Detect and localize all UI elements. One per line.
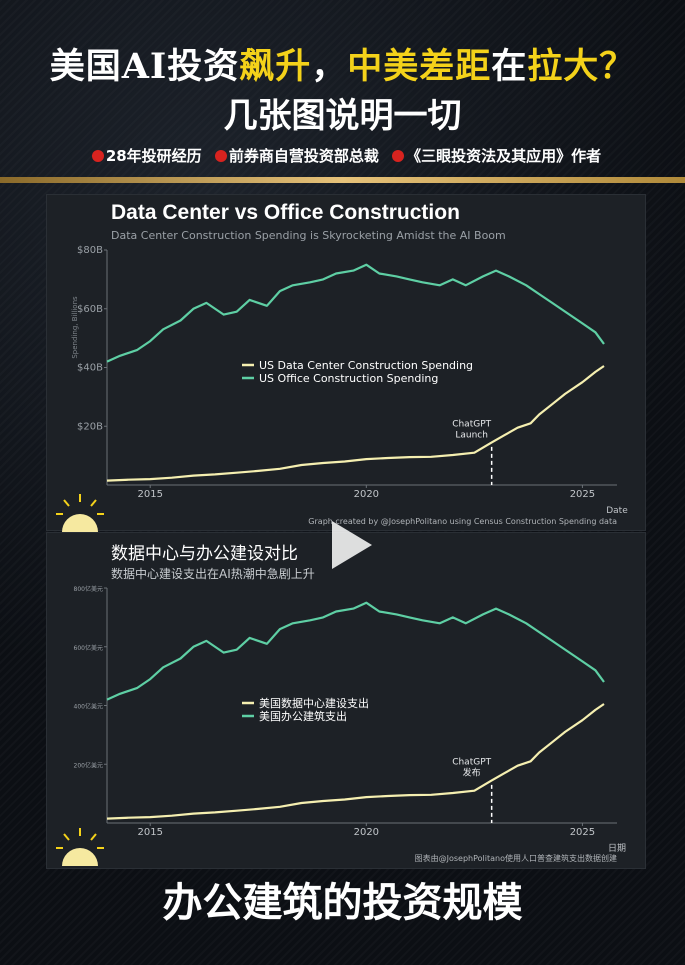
subheadline: 几张图说明一切 [223, 96, 462, 136]
headline-part: 美国AI投资 [49, 46, 240, 87]
chart-title: Data Center vs Office Construction [111, 201, 460, 224]
chart-credit: Graph created by @JosephPolitano using C… [308, 517, 617, 526]
line-chart: $20B $40B $60B $80B 2015 2020 2025 Date Spending… [71, 245, 628, 516]
x-tick-label: 2020 [354, 827, 379, 838]
y-tick-label: $80B [77, 245, 103, 256]
red-dot-icon [392, 150, 405, 162]
y-tick-label: 200亿美元 [74, 761, 103, 769]
tag-experience: 28年投研经历 [105, 147, 202, 165]
tag-book: 《三眼投资法及其应用》作者 [406, 147, 602, 165]
headline-part-highlight: 飙升 [239, 46, 312, 87]
chart-panel-chinese: 数据中心与办公建设对比 数据中心建设支出在AI热潮中急剧上升 200亿美元 400… [46, 532, 646, 869]
headline-part-highlight: 中美差距 [347, 46, 492, 87]
legend-label: US Office Construction Spending [259, 372, 438, 385]
x-axis-label: 日期 [608, 843, 626, 854]
y-axis-label: Spending, Billions [71, 296, 79, 359]
sun-icon [56, 828, 104, 866]
chart-subtitle: Data Center Construction Spending is Sky… [111, 229, 506, 242]
author-tags: 28年投研经历 前券商自营投资部总裁 《三眼投资法及其应用》作者 [0, 145, 685, 166]
annotation-label: ChatGPT [452, 419, 491, 429]
gold-divider [0, 177, 685, 183]
headline-part: 在 [491, 46, 528, 87]
headline-part: ， [311, 46, 348, 87]
y-tick-label: 600亿美元 [74, 644, 103, 652]
annotation-label: Launch [455, 430, 488, 440]
legend-label: 美国办公建筑支出 [259, 709, 347, 723]
annotation-label: 发布 [463, 766, 481, 778]
series-line-office [106, 601, 605, 701]
footer-caption: 办公建筑的投资规模 [162, 879, 523, 926]
sun-icon [56, 494, 104, 532]
red-dot-icon [91, 150, 104, 162]
x-tick-label: 2020 [354, 489, 379, 500]
y-tick-label: $40B [77, 363, 103, 374]
series-line-datacenter [106, 365, 605, 482]
y-tick-label: $20B [77, 421, 103, 432]
play-icon[interactable] [322, 517, 378, 573]
series-line-datacenter [106, 703, 605, 820]
chart-panel-english: Data Center vs Office Construction Data … [46, 194, 646, 531]
annotation-label: ChatGPT [452, 757, 491, 767]
headline: 美国AI投资飙升，中美差距在拉大？ [0, 38, 685, 89]
y-tick-label: 800亿美元 [74, 585, 103, 593]
x-tick-label: 2025 [570, 489, 595, 500]
x-axis-label: Date [606, 506, 628, 516]
chart-title: 数据中心与办公建设对比 [111, 544, 298, 564]
red-dot-icon [214, 150, 227, 162]
y-tick-label: 400亿美元 [74, 703, 103, 711]
line-chart: 200亿美元 400亿美元 600亿美元 800亿美元 2015 2020 2025 日期 Ch… [74, 585, 626, 854]
series-line-office [106, 263, 605, 363]
headline-part-highlight: ？ [599, 46, 636, 87]
chart-credit: 图表由@JosephPolitano使用人口普查建筑支出数据创建 [414, 854, 617, 863]
headline-part-highlight: 拉大 [527, 46, 600, 87]
chart-subtitle: 数据中心建设支出在AI热潮中急剧上升 [111, 567, 315, 581]
tag-position: 前券商自营投资部总裁 [228, 147, 379, 165]
y-tick-label: $60B [77, 304, 103, 315]
legend-label: US Data Center Construction Spending [259, 359, 473, 372]
legend-label: 美国数据中心建设支出 [259, 696, 369, 710]
x-tick-label: 2015 [137, 489, 162, 500]
x-tick-label: 2015 [137, 827, 162, 838]
x-tick-label: 2025 [570, 827, 595, 838]
